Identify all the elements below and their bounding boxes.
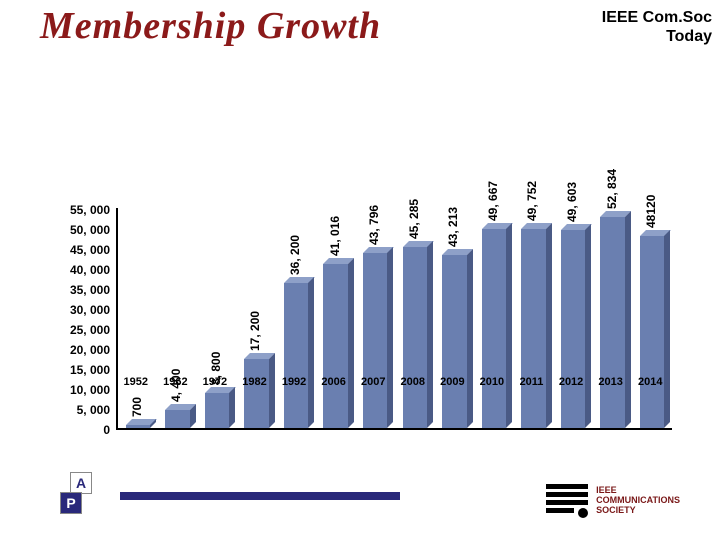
bar: 8, 800	[205, 393, 230, 428]
x-tick-label: 1992	[282, 376, 306, 388]
bar: 41, 016	[323, 264, 348, 428]
x-tick-label: 2012	[559, 376, 583, 388]
y-tick: 55, 000	[50, 203, 110, 217]
bar-value-label: 41, 016	[328, 216, 342, 256]
bar: 36, 200	[284, 283, 309, 428]
bar-value-label: 49, 603	[565, 182, 579, 222]
bar-value-label: 52, 834	[605, 169, 619, 209]
y-tick: 10, 000	[50, 383, 110, 397]
ap-logo-a: A	[70, 472, 92, 494]
bar: 49, 667	[482, 229, 507, 428]
bar: 4, 400	[165, 410, 190, 428]
bar-value-label: 17, 200	[248, 311, 262, 351]
x-tick-label: 2006	[321, 376, 345, 388]
membership-chart: 05, 00010, 00015, 00020, 00025, 00030, 0…	[50, 150, 670, 430]
bar-value-label: 48120	[644, 194, 658, 227]
bar-value-label: 49, 667	[486, 181, 500, 221]
bar: 52, 834	[600, 217, 625, 428]
x-tick-label: 2009	[440, 376, 464, 388]
bar: 700	[126, 425, 151, 428]
bar: 48120	[640, 236, 665, 428]
footer-divider	[120, 492, 400, 500]
y-tick: 25, 000	[50, 323, 110, 337]
y-tick: 30, 000	[50, 303, 110, 317]
x-tick-label: 2007	[361, 376, 385, 388]
x-tick-label: 1982	[242, 376, 266, 388]
bar: 43, 796	[363, 253, 388, 428]
x-tick-label: 1972	[203, 376, 227, 388]
bar: 49, 752	[521, 229, 546, 428]
bar: 45, 285	[403, 247, 428, 428]
y-tick: 20, 000	[50, 343, 110, 357]
bar-value-label: 43, 796	[367, 205, 381, 245]
y-tick: 45, 000	[50, 243, 110, 257]
y-tick: 15, 000	[50, 363, 110, 377]
page-title: Membership Growth	[40, 4, 381, 48]
x-tick-label: 2010	[480, 376, 504, 388]
bar: 49, 603	[561, 230, 586, 428]
plot-area: 700 4, 400 8, 800 17, 200 36, 200 41, 016 43, …	[116, 208, 672, 430]
x-tick-label: 2014	[638, 376, 662, 388]
ieee-logo-line3: SOCIETY	[596, 506, 680, 516]
y-tick: 35, 000	[50, 283, 110, 297]
bar: 43, 213	[442, 255, 467, 428]
ap-logo: A P	[60, 472, 102, 514]
y-tick: 50, 000	[50, 223, 110, 237]
header-subtitle-line1: IEEE Com.Soc	[602, 8, 712, 27]
bar-value-label: 43, 213	[446, 207, 460, 247]
y-tick: 40, 000	[50, 263, 110, 277]
x-tick-label: 2013	[598, 376, 622, 388]
bar: 17, 200	[244, 359, 269, 428]
header-subtitle: IEEE Com.Soc Today	[602, 8, 712, 46]
x-tick-label: 2011	[520, 376, 544, 388]
ieee-logo-mark	[546, 484, 588, 518]
ieee-logo-text: IEEE COMMUNICATIONS SOCIETY	[596, 486, 680, 516]
y-axis: 05, 00010, 00015, 00020, 00025, 00030, 0…	[50, 210, 110, 430]
x-tick-label: 2008	[401, 376, 425, 388]
bar-value-label: 45, 285	[407, 199, 421, 239]
header-subtitle-line2: Today	[602, 27, 712, 46]
x-tick-label: 1962	[163, 376, 187, 388]
bar-value-label: 49, 752	[525, 181, 539, 221]
ap-logo-p: P	[60, 492, 82, 514]
bar-value-label: 700	[130, 397, 144, 417]
ieee-comsoc-logo: IEEE COMMUNICATIONS SOCIETY	[546, 484, 680, 518]
x-tick-label: 1952	[124, 376, 148, 388]
y-tick: 5, 000	[50, 403, 110, 417]
y-tick: 0	[50, 423, 110, 437]
bar-value-label: 36, 200	[288, 235, 302, 275]
